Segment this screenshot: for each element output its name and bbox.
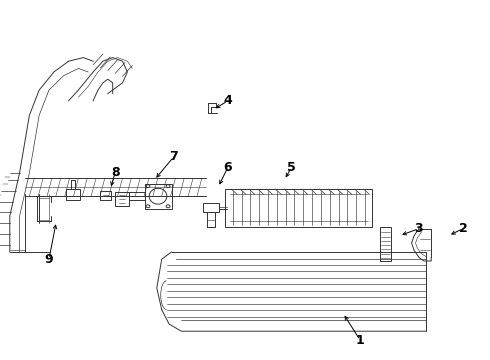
Bar: [225, 189, 372, 227]
Bar: [115, 192, 129, 206]
Bar: [380, 227, 391, 261]
Bar: [66, 189, 80, 200]
Text: 7: 7: [170, 150, 178, 163]
Text: 1: 1: [356, 334, 365, 347]
Text: 3: 3: [415, 222, 423, 235]
Text: 2: 2: [459, 222, 467, 235]
Text: 8: 8: [111, 166, 120, 179]
Text: 5: 5: [287, 161, 296, 174]
Text: 6: 6: [223, 161, 232, 174]
Bar: [100, 191, 111, 200]
Bar: [145, 184, 171, 209]
Bar: [203, 203, 219, 212]
Text: 4: 4: [223, 94, 232, 107]
Text: 9: 9: [45, 253, 53, 266]
